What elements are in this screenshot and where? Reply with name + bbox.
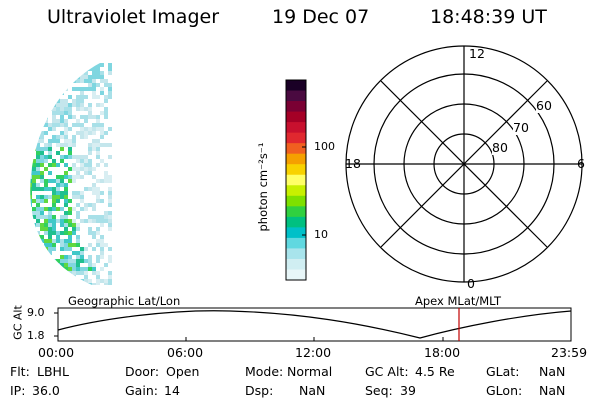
seq-label: Seq:	[365, 383, 393, 398]
gcalt-label: GC Alt:	[365, 364, 409, 379]
timeline-left-title: Geographic Lat/Lon	[68, 294, 181, 308]
ip-label: IP:	[10, 383, 26, 398]
flt-value: LBHL	[37, 364, 69, 379]
colorbar-cell	[286, 216, 306, 228]
glon-label: GLon:	[486, 383, 523, 398]
timeline-ytick-label-top: 9.0	[27, 306, 45, 319]
colorbar-tick-label-100: 100	[314, 140, 335, 153]
polar-diagonal-2	[380, 80, 548, 248]
colorbar-cell	[286, 237, 306, 250]
timeline-xtick-label-0000: 00:00	[38, 345, 75, 360]
colorbar-cell	[286, 185, 306, 197]
glat-label: GLat:	[486, 364, 520, 379]
colorbar-cell	[286, 206, 306, 218]
colorbar-cell	[286, 132, 306, 144]
uv-image	[30, 63, 112, 285]
mlt-label-0: 0	[467, 276, 475, 291]
polar-plot	[345, 45, 583, 283]
colorbar-cell	[286, 90, 306, 102]
mode-label: Mode:	[245, 364, 284, 379]
mlt-label-12: 12	[469, 46, 485, 61]
colorbar-cells	[286, 80, 306, 281]
colorbar-cell	[286, 269, 306, 281]
colorbar-cell	[286, 174, 306, 186]
ip-value: 36.0	[32, 383, 60, 398]
door-value: Open	[166, 364, 200, 379]
colorbar-cell	[286, 111, 306, 123]
mlt-label-18: 18	[345, 156, 361, 171]
colorbar-frame	[285, 79, 307, 281]
colorbar	[285, 79, 307, 281]
instrument-title: Ultraviolet Imager	[47, 6, 220, 28]
colorbar-cell	[286, 195, 306, 207]
gain-value: 14	[164, 383, 180, 398]
lat-label-60: 60	[536, 98, 552, 113]
colorbar-cell	[286, 164, 306, 176]
timeline-plot	[54, 307, 572, 342]
colorbar-cell	[286, 153, 306, 165]
colorbar-cell	[286, 80, 306, 92]
gcalt-value: 4.5 Re	[415, 364, 455, 379]
time-label: 18:48:39 UT	[430, 6, 547, 28]
timeline-frame	[57, 307, 572, 342]
timeline-xtick-label-0600: 06:00	[167, 345, 204, 360]
glon-value: NaN	[539, 383, 566, 398]
timeline-xtick-label-1200: 12:00	[295, 345, 332, 360]
colorbar-cell	[286, 143, 306, 155]
colorbar-cell	[286, 248, 306, 260]
timeline-y-label: GC Alt	[11, 305, 25, 340]
colorbar-cell	[286, 258, 306, 271]
timeline-xtick-label-2359: 23:59	[551, 345, 588, 360]
colorbar-unit-label: photon cm⁻²s⁻¹	[256, 142, 270, 232]
colorbar-cell	[286, 122, 306, 134]
uv-image-pixels	[30, 63, 112, 285]
colorbar-cell	[286, 227, 306, 239]
flt-label: Flt:	[10, 364, 30, 379]
timeline-altitude-curve	[57, 310, 572, 339]
dsp-label: Dsp:	[245, 383, 274, 398]
dsp-value: NaN	[299, 383, 326, 398]
timeline-xtick-label-1800: 18:00	[424, 345, 461, 360]
lat-label-70: 70	[513, 120, 529, 135]
door-label: Door:	[125, 364, 160, 379]
seq-value: 39	[400, 383, 416, 398]
colorbar-cell	[286, 101, 306, 113]
mode-value: Normal	[287, 364, 333, 379]
colorbar-tick-label-10: 10	[314, 228, 328, 241]
timeline-right-title: Apex MLat/MLT	[415, 294, 502, 308]
glat-value: NaN	[539, 364, 566, 379]
gain-label: Gain:	[125, 383, 158, 398]
lat-label-80: 80	[492, 140, 508, 155]
date-label: 19 Dec 07	[272, 6, 370, 28]
timeline-ytick-label-bottom: 1.8	[27, 329, 45, 342]
mlt-label-6: 6	[577, 156, 585, 171]
